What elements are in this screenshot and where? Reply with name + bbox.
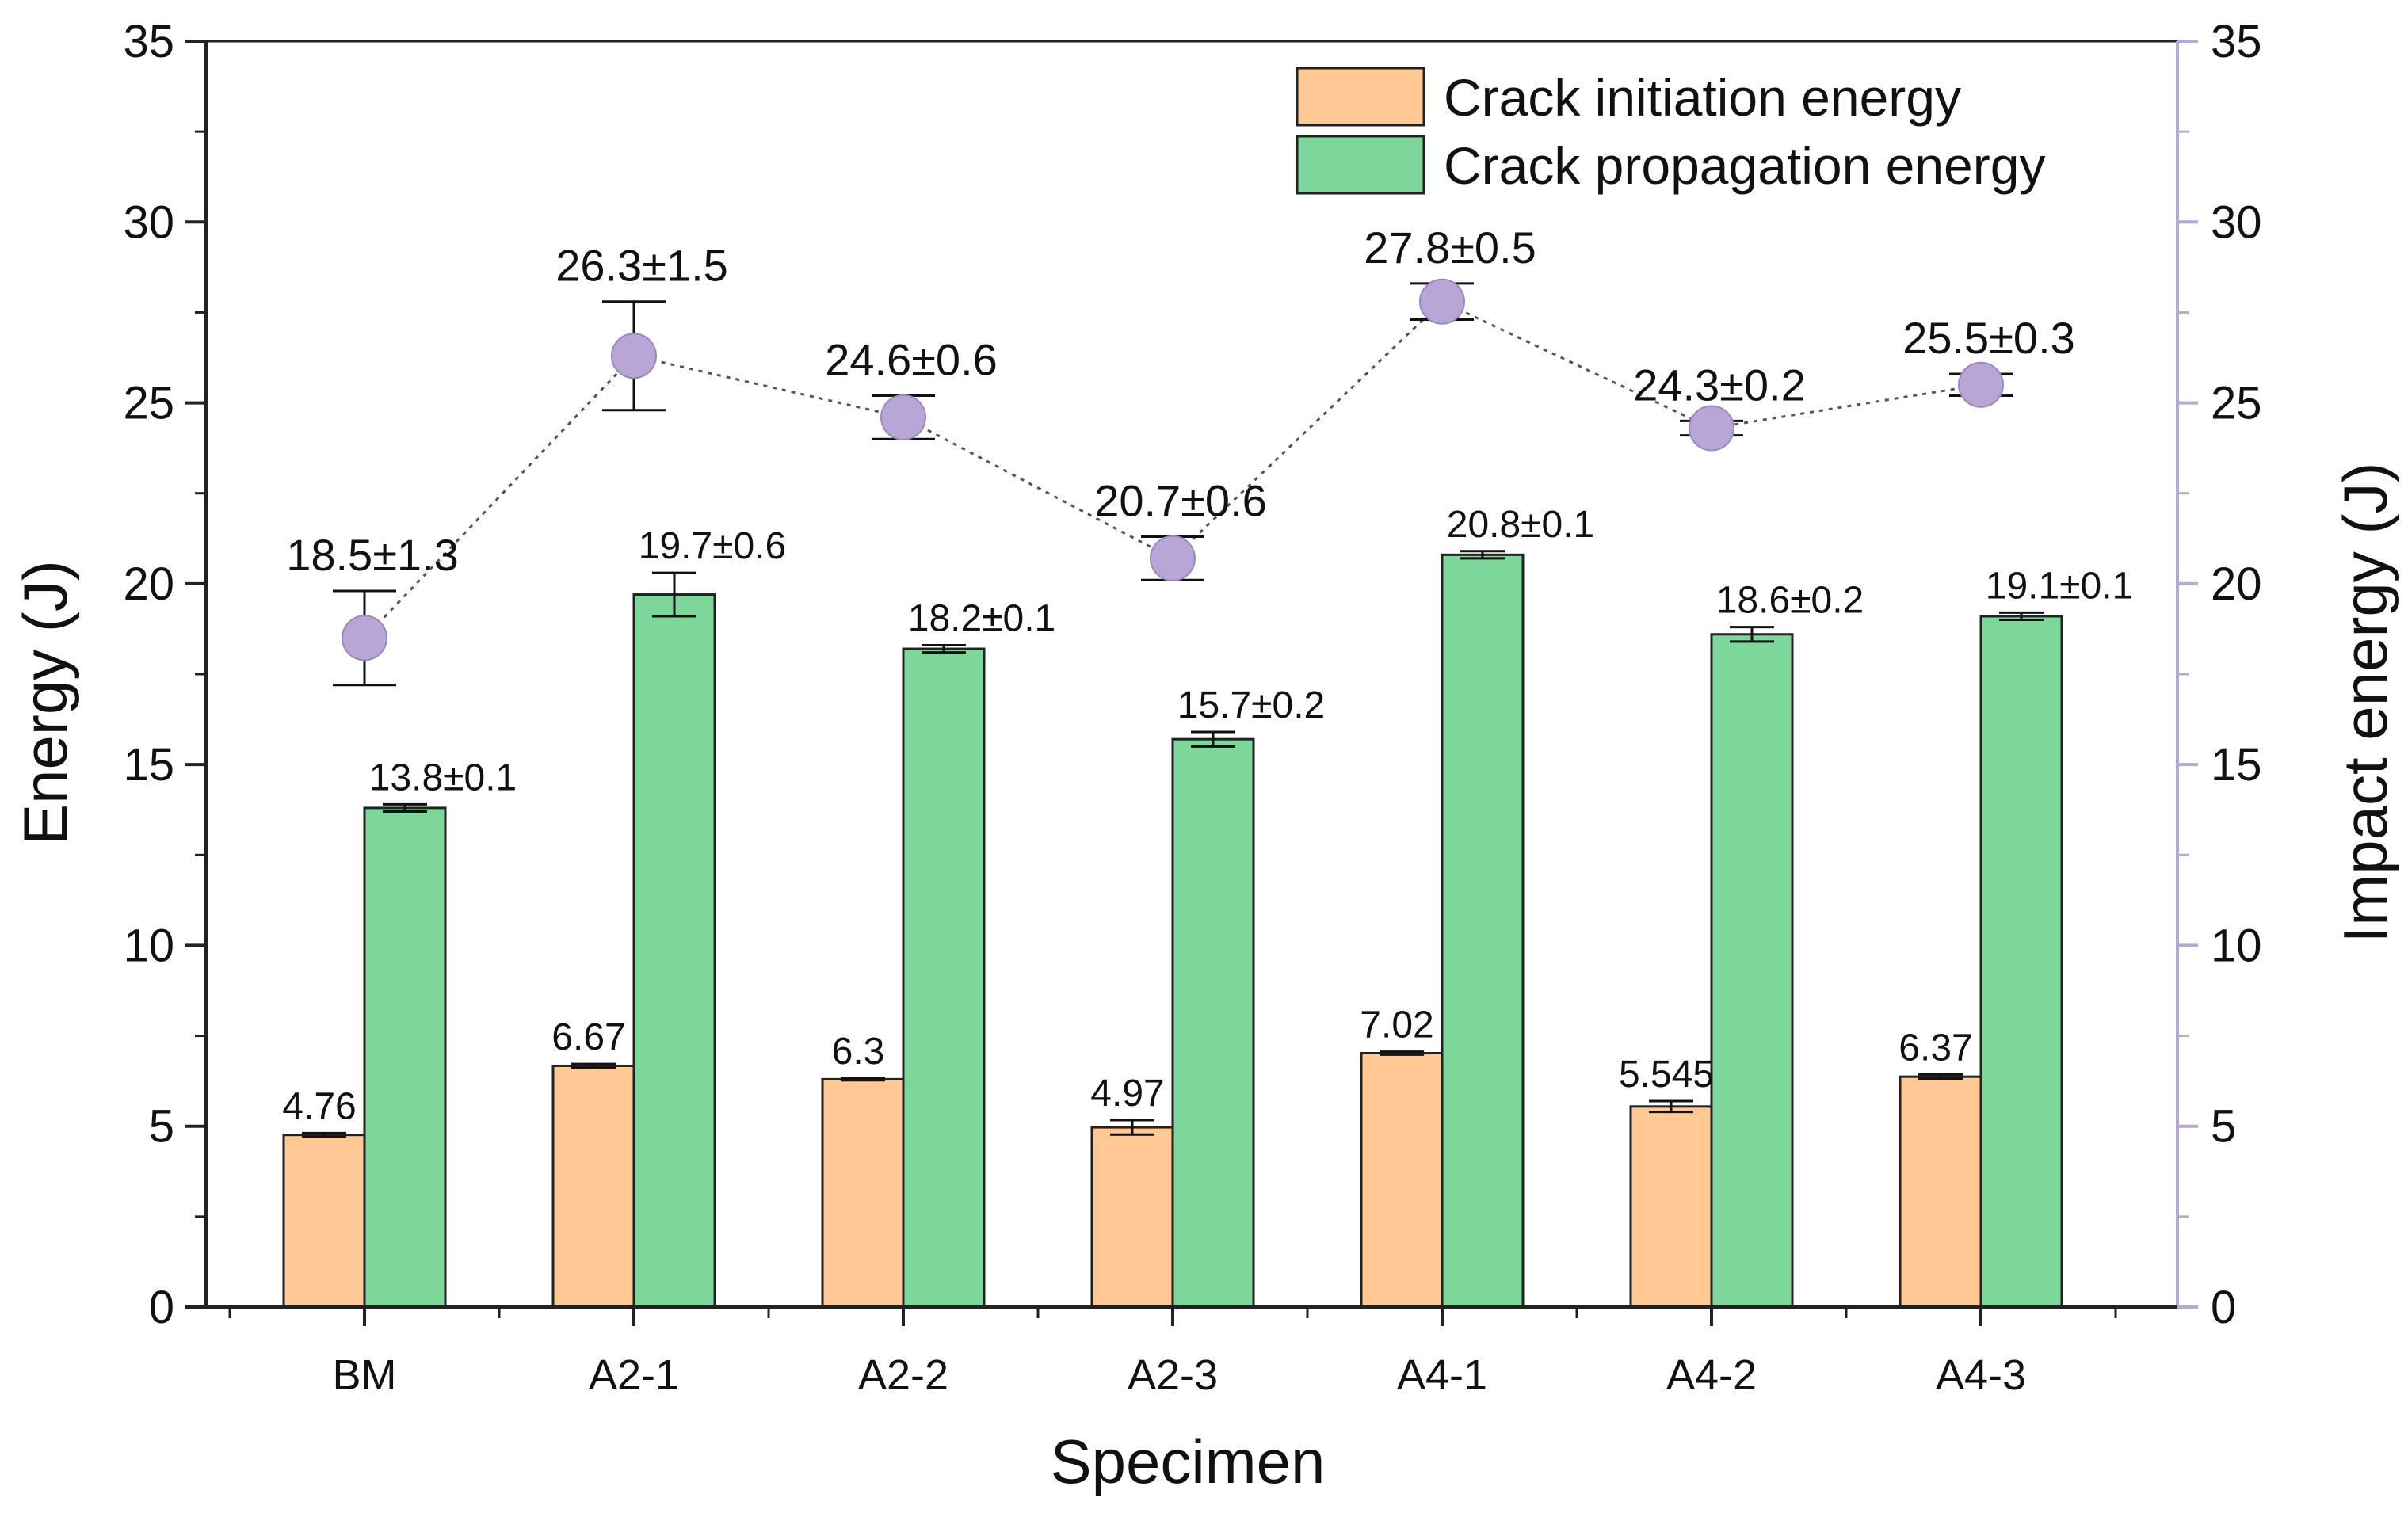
y2-tick-label-30: 30 [2211, 196, 2262, 248]
y2-tick-label-25: 25 [2211, 378, 2262, 429]
data-labels: 4.76 6.67 6.3 4.97 7.02 5.545 6.37 13.8±0.1 19.7… [282, 223, 2133, 1127]
initiation-error-bar-a2-1 [571, 1062, 616, 1069]
y2-tick-label-15: 15 [2211, 739, 2262, 791]
propagation-error-bar-a4-2 [1730, 626, 1774, 643]
propagation-value-label-bm: 13.8±0.1 [369, 756, 517, 798]
y-axis-title: Energy (J) [10, 560, 80, 845]
impact-value-label-a2-2: 24.6±0.6 [825, 334, 998, 384]
y2-axis-title: Impact energy (J) [2330, 463, 2400, 943]
legend: Crack initiation energy Crack propagatio… [1296, 67, 2045, 195]
propagation-value-label-a2-1: 19.7±0.6 [639, 525, 787, 567]
initiation-bar-a2-1 [551, 1064, 635, 1309]
impact-value-label-a4-3: 25.5±0.3 [1902, 313, 2075, 363]
axes: 0 0 5 5 10 10 15 15 20 20 25 25 30 30 35 35 BM A2-1 A2-2 A2… [123, 16, 2261, 1399]
propagation-error-bar-a4-3 [1999, 611, 2044, 622]
propagation-bar-a2-1 [632, 593, 716, 1309]
y2-tick-label-10: 10 [2211, 920, 2262, 971]
initiation-value-label-a4-2: 5.545 [1619, 1054, 1714, 1096]
x-tick-label-a4-2: A4-2 [1666, 1351, 1757, 1399]
propagation-value-label-a4-2: 18.6±0.2 [1716, 580, 1864, 622]
propagation-bar-bm [363, 806, 447, 1309]
y-tick-label-15: 15 [123, 739, 174, 791]
impact-value-label-a2-3: 20.7±0.6 [1094, 476, 1267, 526]
y-tick-label-25: 25 [123, 378, 174, 429]
legend-label-crack-initiation: Crack initiation energy [1444, 68, 1961, 127]
impact-point-a4-1 [1419, 278, 1465, 325]
initiation-bar-a4-1 [1360, 1051, 1444, 1309]
propagation-bar-a4-1 [1441, 553, 1525, 1309]
y-tick-label-10: 10 [123, 920, 174, 971]
x-tick-label-a4-3: A4-3 [1936, 1351, 2026, 1399]
y-tick-label-35: 35 [123, 16, 174, 67]
impact-value-label-a4-1: 27.8±0.5 [1364, 223, 1536, 272]
x-tick-label-a2-2: A2-2 [858, 1351, 948, 1399]
impact-point-a4-2 [1689, 405, 1734, 452]
initiation-value-label-a4-1: 7.02 [1360, 1004, 1433, 1046]
propagation-error-bar-a2-1 [652, 571, 696, 618]
initiation-value-label-a2-2: 6.3 [832, 1031, 885, 1073]
initiation-value-label-a4-3: 6.37 [1899, 1027, 1972, 1069]
y-tick-label-20: 20 [123, 558, 174, 610]
initiation-bar-bm [282, 1134, 366, 1309]
propagation-value-label-a2-2: 18.2±0.1 [908, 597, 1056, 639]
propagation-bar-a4-2 [1710, 633, 1794, 1309]
impact-energy-line [333, 278, 2013, 687]
initiation-error-bar-a4-1 [1380, 1050, 1424, 1056]
impact-value-label-a2-1: 26.3±1.5 [555, 241, 728, 291]
impact-point-bm [342, 615, 387, 661]
legend-label-crack-propagation: Crack propagation energy [1444, 136, 2045, 195]
x-tick-label-a2-3: A2-3 [1128, 1351, 1218, 1399]
y2-tick-label-20: 20 [2211, 558, 2262, 610]
initiation-error-bar-a4-2 [1649, 1099, 1693, 1114]
x-tick-label-a4-1: A4-1 [1397, 1351, 1487, 1399]
initiation-bar-a4-2 [1629, 1105, 1713, 1309]
initiation-value-label-a2-3: 4.97 [1090, 1073, 1164, 1115]
impact-point-a4-3 [1958, 361, 2004, 408]
propagation-bar-a2-2 [902, 647, 986, 1309]
initiation-bar-a2-3 [1090, 1126, 1174, 1309]
legend-swatch-crack-initiation [1296, 67, 1425, 127]
propagation-value-label-a4-1: 20.8±0.1 [1447, 504, 1595, 546]
initiation-value-label-a2-1: 6.67 [551, 1016, 625, 1058]
initiation-error-bar-a2-3 [1110, 1119, 1154, 1136]
initiation-error-bar-a4-3 [1918, 1073, 1963, 1080]
y-tick-label-30: 30 [123, 196, 174, 248]
impact-value-label-a4-2: 24.3±0.2 [1633, 360, 1806, 410]
x-tick-label-bm: BM [333, 1351, 397, 1399]
propagation-value-label-a2-3: 15.7±0.2 [1177, 684, 1326, 726]
initiation-value-label-bm: 4.76 [282, 1085, 356, 1127]
x-axis-title: Specimen [1051, 1427, 1326, 1496]
x-tick-label-a2-1: A2-1 [589, 1351, 679, 1399]
impact-value-label-bm: 18.5±1.3 [286, 530, 459, 580]
y2-tick-label-35: 35 [2211, 16, 2262, 67]
initiation-bar-a2-2 [821, 1077, 905, 1309]
initiation-error-bar-bm [302, 1131, 346, 1138]
legend-swatch-crack-propagation [1296, 135, 1425, 195]
impact-point-a2-1 [611, 333, 657, 379]
propagation-error-bar-a2-2 [922, 643, 966, 654]
propagation-error-bar-bm [383, 802, 427, 813]
propagation-bar-a2-3 [1171, 737, 1255, 1309]
impact-point-a2-2 [880, 394, 926, 440]
initiation-bar-a4-3 [1899, 1075, 1982, 1309]
propagation-value-label-a4-3: 19.1±0.1 [1986, 565, 2134, 607]
propagation-error-bar-a4-1 [1460, 550, 1505, 560]
y2-tick-label-5: 5 [2211, 1101, 2236, 1153]
propagation-error-bar-a2-3 [1191, 730, 1235, 748]
y-tick-label-0: 0 [149, 1282, 174, 1333]
initiation-error-bar-a2-2 [841, 1077, 885, 1082]
y2-tick-label-0: 0 [2211, 1282, 2236, 1333]
y-tick-label-5: 5 [149, 1101, 174, 1153]
impact-point-a2-3 [1150, 535, 1196, 581]
bars [282, 550, 2063, 1309]
propagation-bar-a4-3 [1979, 615, 2063, 1309]
